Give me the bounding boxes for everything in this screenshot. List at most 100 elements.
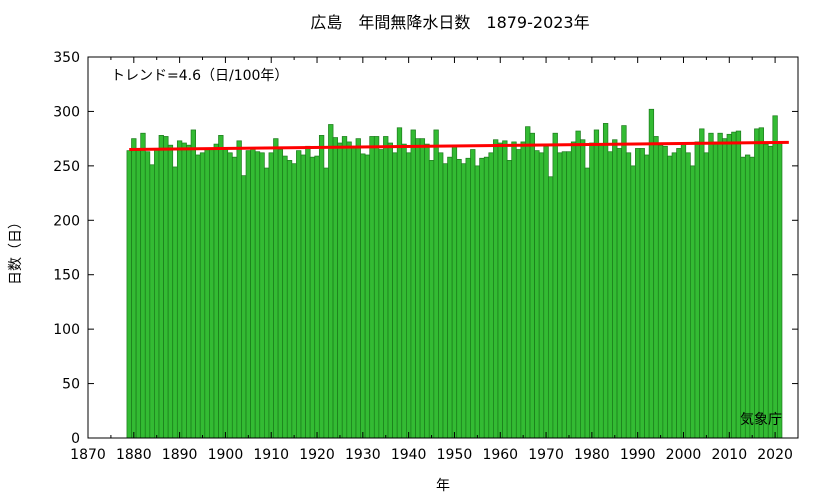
bar-1983 — [602, 123, 609, 439]
bar-1918 — [305, 145, 311, 439]
bar-1987 — [621, 125, 627, 439]
bar-1963 — [511, 141, 517, 439]
bar-1887 — [163, 136, 169, 439]
y-tick-label: 200 — [53, 213, 80, 229]
y-tick-label: 250 — [53, 159, 80, 175]
bar-1898 — [213, 143, 219, 439]
y-tick-label: 0 — [71, 431, 80, 447]
bar-1997 — [667, 155, 673, 439]
bar-1905 — [245, 150, 251, 439]
bar-2003 — [694, 141, 700, 439]
bar-2016 — [754, 128, 760, 439]
bar-2018 — [763, 143, 769, 439]
bar-1995 — [657, 144, 664, 439]
plot-frame — [87, 56, 799, 439]
bar-2012 — [735, 130, 742, 439]
bar-1917 — [300, 154, 306, 439]
bar-1909 — [264, 167, 270, 439]
x-tick-label: 2010 — [711, 447, 747, 463]
bar-1883 — [144, 151, 151, 439]
x-tick-label: 1890 — [162, 447, 198, 463]
bar-1966 — [525, 126, 531, 439]
bar-1988 — [625, 152, 632, 439]
bar-1958 — [488, 152, 494, 439]
bar-1907 — [254, 151, 261, 439]
bar-1949 — [447, 156, 453, 439]
bar-1888 — [167, 144, 174, 439]
bar-1891 — [181, 142, 187, 439]
bar-1893 — [190, 129, 196, 439]
bar-2002 — [689, 165, 696, 439]
bar-1956 — [479, 157, 485, 439]
bar-1960 — [497, 142, 503, 439]
bar-1924 — [332, 137, 338, 439]
bar-1957 — [483, 156, 490, 439]
bar-1965 — [520, 141, 526, 439]
bar-1934 — [378, 149, 384, 439]
bar-1942 — [415, 138, 421, 439]
bar-1912 — [277, 149, 284, 439]
x-tick-label: 1930 — [345, 447, 381, 463]
bar-1896 — [204, 149, 210, 439]
bar-1911 — [273, 138, 279, 439]
bar-1953 — [465, 157, 471, 439]
x-tick-label: 1880 — [116, 447, 152, 463]
bar-1884 — [149, 164, 155, 439]
x-tick-label: 1970 — [528, 447, 564, 463]
bar-1992 — [644, 154, 650, 439]
bar-1906 — [250, 148, 256, 439]
bar-1947 — [438, 152, 444, 439]
bar-1990 — [635, 148, 641, 439]
bar-1885 — [154, 148, 160, 439]
trend-group — [129, 140, 789, 152]
bar-1890 — [176, 140, 183, 439]
x-axis: 1870 1880 1890 1900 1910 1920 1930 1940 1950 1960… — [70, 57, 799, 463]
bar-1932 — [369, 136, 375, 439]
bar-1961 — [502, 140, 508, 439]
bar-1972 — [552, 132, 558, 439]
bar-1948 — [442, 163, 448, 439]
bar-1939 — [401, 143, 407, 439]
bar-2017 — [758, 127, 764, 439]
y-tick-label: 350 — [53, 50, 80, 66]
bar-1901 — [227, 152, 233, 439]
bar-1984 — [607, 151, 613, 439]
bar-1968 — [534, 150, 540, 439]
bar-1982 — [598, 143, 604, 439]
bar-1922 — [323, 167, 329, 439]
bar-1913 — [282, 155, 288, 439]
bar-1943 — [419, 138, 426, 439]
bar-1914 — [286, 160, 293, 439]
bar-1908 — [259, 152, 265, 439]
bar-1952 — [460, 163, 467, 439]
bar-1973 — [557, 152, 563, 439]
bar-1955 — [474, 165, 480, 439]
bar-1889 — [172, 166, 178, 439]
bar-1937 — [392, 152, 398, 439]
bar-1902 — [231, 156, 238, 439]
bar-1923 — [328, 124, 334, 439]
bar-1978 — [580, 139, 586, 439]
bar-1946 — [433, 129, 439, 439]
bar-1969 — [538, 152, 545, 439]
bar-2014 — [744, 154, 751, 439]
bar-1894 — [195, 154, 201, 439]
bar-1991 — [639, 148, 645, 439]
y-tick-label: 300 — [53, 104, 80, 120]
bar-2005 — [703, 152, 710, 439]
bar-1999 — [676, 148, 682, 439]
bar-1935 — [383, 136, 389, 439]
x-tick-label: 2020 — [757, 447, 793, 463]
bar-2007 — [712, 141, 719, 439]
bar-1879 — [126, 150, 132, 439]
bar-1970 — [543, 145, 549, 439]
bar-1998 — [671, 152, 677, 439]
bar-1986 — [616, 148, 622, 439]
bar-1904 — [241, 175, 247, 439]
bar-2013 — [740, 156, 746, 439]
bar-1886 — [158, 135, 164, 439]
bar-1979 — [584, 167, 590, 439]
bar-2004 — [699, 128, 705, 439]
y-tick-label: 150 — [53, 268, 80, 284]
bar-1976 — [570, 141, 577, 439]
